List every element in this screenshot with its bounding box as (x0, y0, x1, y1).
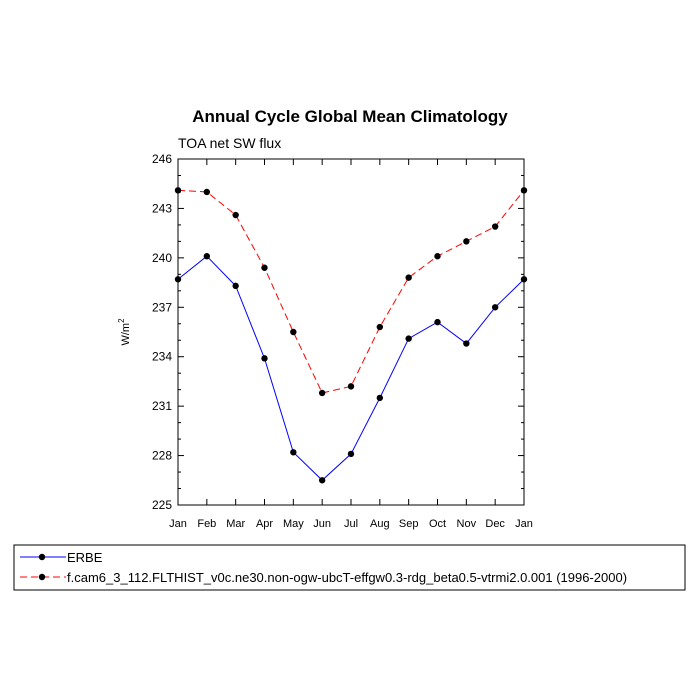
series-2-point (405, 274, 412, 281)
legend-box (13, 544, 686, 591)
y-tick-label: 240 (152, 251, 172, 265)
series-layer (174, 187, 528, 484)
legend: ERBE f.cam6_3_112.FLTHIST_v0c.ne30.non-og… (20, 550, 627, 585)
series-2-point (434, 253, 441, 260)
series-2-point (520, 187, 528, 194)
x-tick-label: Jan (515, 518, 533, 530)
axis-ticks (177, 158, 525, 506)
series-1-point (290, 449, 297, 456)
x-tick-label: Jul (344, 518, 358, 530)
series-2-point (203, 188, 211, 196)
series-2-point (376, 323, 384, 331)
x-tick-label: Feb (197, 518, 216, 530)
x-tick-label: Jun (313, 518, 331, 530)
series-line-2 (177, 189, 525, 394)
series-1-point (491, 304, 499, 311)
y-axis-label-text: W/m (120, 323, 132, 346)
svg-text:W/m2: W/m2 (117, 318, 132, 346)
series-2-point (174, 187, 182, 194)
series-1-point (405, 335, 412, 342)
x-tick-label: Jan (169, 518, 187, 530)
y-tick-label: 231 (152, 399, 172, 413)
chart-subtitle: TOA net SW flux (178, 135, 281, 151)
y-tick-label: 228 (152, 449, 172, 463)
series-2-point (232, 211, 239, 219)
series-1-point (203, 253, 211, 260)
x-tick-label: Dec (485, 518, 505, 530)
series-1-point (434, 318, 441, 326)
series-2-point (463, 238, 470, 245)
legend-label-2: f.cam6_3_112.FLTHIST_v0c.ne30.non-ogw-ub… (67, 570, 627, 585)
x-tick-labels: Jan Feb Mar Apr May Jun Jul Aug Sep Oct Nov Dec Jan (169, 518, 533, 530)
series-1-point (520, 276, 528, 283)
series-1-point (261, 355, 268, 362)
series-2-point (261, 264, 268, 271)
series-2-point (318, 389, 326, 397)
series-1-point (347, 450, 355, 458)
y-axis-label: W/m2 (117, 318, 132, 346)
x-tick-label: Nov (457, 518, 477, 530)
x-tick-label: Apr (256, 518, 273, 530)
legend-label-1: ERBE (67, 550, 103, 565)
series-1-point (318, 477, 326, 484)
x-tick-label: Sep (399, 518, 419, 530)
x-tick-label: Aug (370, 518, 390, 530)
x-tick-label: May (283, 518, 304, 530)
series-1-point (232, 282, 239, 290)
x-tick-label: Mar (226, 518, 245, 530)
legend-marker-1 (38, 553, 46, 561)
y-tick-label: 243 (152, 201, 172, 215)
series-1-point (463, 340, 470, 347)
legend-marker-2 (38, 573, 46, 581)
y-tick-labels: 225 228 231 234 237 240 243 246 (152, 152, 172, 512)
series-1-point (376, 394, 384, 402)
series-2-point (290, 328, 297, 336)
y-axis-label-superscript: 2 (117, 318, 126, 323)
series-2-point (347, 383, 355, 390)
series-1-point (174, 276, 182, 283)
series-line-1 (177, 255, 525, 481)
y-tick-label: 234 (152, 350, 172, 364)
y-tick-label: 225 (152, 498, 172, 512)
y-tick-label: 237 (152, 300, 172, 314)
y-tick-label: 246 (152, 152, 172, 166)
x-tick-label: Oct (429, 518, 446, 530)
chart-title: Annual Cycle Global Mean Climatology (192, 107, 508, 126)
series-2-point (491, 223, 499, 230)
